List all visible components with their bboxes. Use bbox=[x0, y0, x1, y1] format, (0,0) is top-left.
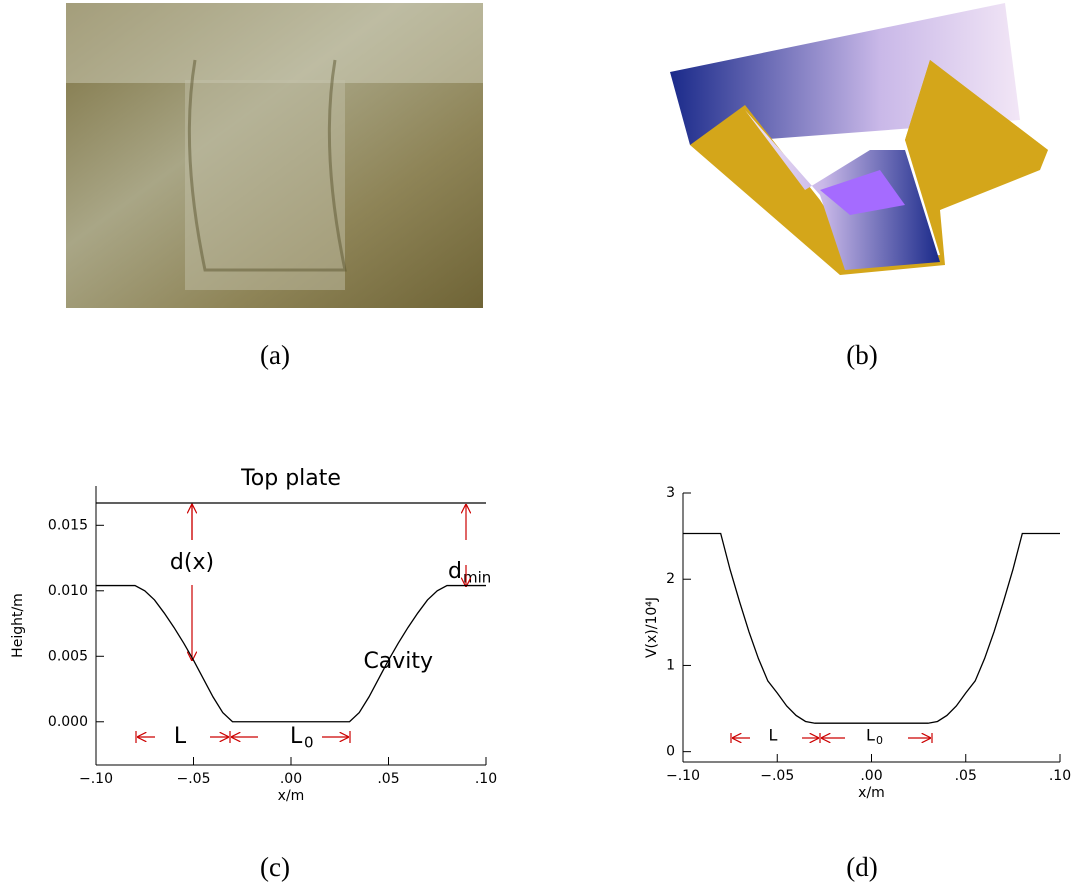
panel-label: (d) bbox=[846, 852, 877, 882]
annotation: L bbox=[290, 724, 303, 749]
x-axis-label: x/m bbox=[278, 788, 305, 804]
x-tick-label: −.05 bbox=[760, 768, 794, 784]
panel-label: (a) bbox=[260, 340, 290, 370]
annotation-sub: 0 bbox=[304, 734, 314, 752]
line bbox=[683, 534, 1060, 724]
y-axis-label: Height/m bbox=[10, 593, 26, 658]
page: {"panels": {"a": "(a)", "b": "(b)", "c":… bbox=[0, 0, 1078, 890]
x-tick-label: .05 bbox=[955, 768, 977, 784]
annotation: L bbox=[174, 724, 187, 749]
y-tick-label: 1 bbox=[666, 657, 675, 673]
x-tick-label: −.10 bbox=[79, 771, 113, 787]
figure: (a) (b) (c) (d) d(x) d min L L 0 L L 0 −… bbox=[0, 0, 1078, 890]
y-tick-label: 0.000 bbox=[48, 714, 88, 730]
annotation-sub: min bbox=[463, 569, 491, 587]
y-tick-label: 3 bbox=[666, 485, 675, 501]
y-axis-label: V(x)/10⁴J bbox=[644, 597, 660, 658]
x-tick-label: −.10 bbox=[666, 768, 700, 784]
y-tick-label: 2 bbox=[666, 571, 675, 587]
x-tick-label: .00 bbox=[280, 771, 302, 787]
panel-label: (c) bbox=[260, 852, 290, 882]
x-tick-label: .10 bbox=[1049, 768, 1071, 784]
panel-label: (b) bbox=[846, 340, 877, 370]
photo bbox=[66, 3, 483, 308]
y-tick-label: 0.010 bbox=[48, 583, 88, 599]
annotation: L bbox=[769, 726, 778, 745]
arrows bbox=[731, 733, 932, 743]
x-tick-label: .10 bbox=[475, 771, 497, 787]
x-tick-label: −.05 bbox=[177, 771, 211, 787]
annotation-sub: 0 bbox=[876, 734, 883, 747]
annotation: L bbox=[866, 726, 875, 745]
series-label: Top plate bbox=[240, 466, 341, 491]
annotation: d(x) bbox=[170, 550, 214, 575]
y-tick-label: 0.005 bbox=[48, 648, 88, 664]
arrows bbox=[136, 503, 466, 743]
x-axis-label: x/m bbox=[858, 785, 885, 801]
annotation: d bbox=[448, 559, 462, 584]
x-tick-label: .00 bbox=[860, 768, 882, 784]
series-label: Cavity bbox=[363, 649, 433, 674]
render-3d bbox=[670, 3, 1048, 275]
y-tick-label: 0.015 bbox=[48, 517, 88, 533]
x-tick-label: .05 bbox=[377, 771, 399, 787]
y-tick-label: 0 bbox=[666, 744, 675, 760]
